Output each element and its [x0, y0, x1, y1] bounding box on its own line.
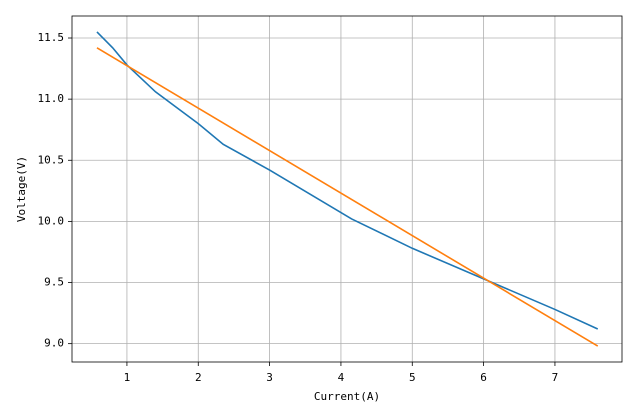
x-tick-label: 3: [266, 371, 273, 384]
y-axis-label: Voltage(V): [15, 156, 28, 222]
y-tick-label: 10.0: [38, 214, 65, 227]
y-tick-label: 9.5: [44, 276, 64, 289]
y-tick-label: 11.0: [38, 92, 65, 105]
y-tick-label: 11.5: [38, 31, 65, 44]
x-tick-label: 4: [338, 371, 345, 384]
x-axis-label: Current(A): [314, 390, 380, 403]
data-line: [96, 31, 599, 330]
x-tick-label: 1: [124, 371, 131, 384]
x-tick-label: 6: [480, 371, 487, 384]
data-line: [96, 47, 599, 347]
y-tick-label: 10.5: [38, 153, 65, 166]
plot-frame: [71, 15, 623, 363]
y-tick-label: 9.0: [44, 337, 64, 350]
x-tick-label: 2: [195, 371, 202, 384]
x-tick-label: 5: [409, 371, 416, 384]
x-tick-label: 7: [552, 371, 559, 384]
